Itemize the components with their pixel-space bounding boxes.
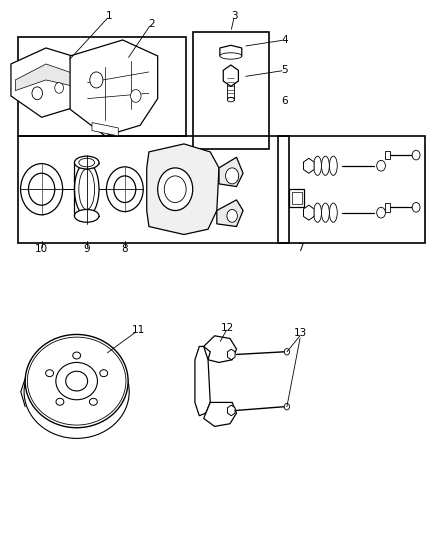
Ellipse shape [89, 398, 97, 405]
Text: 11: 11 [131, 326, 145, 335]
Ellipse shape [25, 335, 128, 427]
Polygon shape [70, 40, 158, 136]
Polygon shape [195, 346, 210, 416]
Ellipse shape [74, 209, 99, 222]
Bar [385, 203, 390, 212]
Polygon shape [227, 405, 235, 416]
Circle shape [131, 90, 141, 102]
Ellipse shape [314, 203, 321, 222]
Ellipse shape [220, 53, 242, 59]
Ellipse shape [24, 345, 129, 438]
Circle shape [377, 207, 385, 218]
Polygon shape [217, 200, 243, 227]
Ellipse shape [74, 156, 99, 169]
Polygon shape [220, 45, 242, 58]
Ellipse shape [79, 158, 95, 167]
Circle shape [158, 168, 193, 211]
Bar [292, 192, 302, 204]
Circle shape [106, 167, 143, 212]
Text: 8: 8 [121, 245, 128, 254]
Ellipse shape [314, 156, 321, 175]
Text: 9: 9 [83, 245, 90, 254]
Ellipse shape [66, 371, 88, 391]
Circle shape [284, 403, 290, 410]
Ellipse shape [227, 98, 234, 102]
Circle shape [164, 176, 186, 203]
Polygon shape [227, 349, 235, 360]
Ellipse shape [100, 370, 108, 377]
Polygon shape [304, 205, 314, 220]
Text: 12: 12 [221, 323, 234, 333]
Polygon shape [147, 144, 219, 235]
Bar [193, 32, 269, 149]
Ellipse shape [321, 203, 329, 222]
Circle shape [28, 173, 55, 205]
Text: 6: 6 [281, 96, 288, 106]
Text: 2: 2 [148, 19, 155, 29]
Bar [18, 136, 289, 243]
Circle shape [90, 72, 103, 88]
Ellipse shape [321, 156, 329, 175]
Text: 4: 4 [281, 35, 288, 45]
Ellipse shape [56, 362, 97, 400]
Ellipse shape [56, 398, 64, 405]
Bar [385, 151, 390, 159]
Polygon shape [304, 158, 314, 173]
Circle shape [377, 160, 385, 171]
Ellipse shape [74, 163, 99, 216]
Ellipse shape [73, 352, 81, 359]
Polygon shape [11, 48, 85, 117]
Ellipse shape [46, 370, 53, 377]
Polygon shape [92, 123, 118, 136]
Bar [18, 37, 186, 136]
Circle shape [284, 349, 290, 355]
Bar [278, 136, 425, 243]
Ellipse shape [79, 169, 95, 209]
Circle shape [21, 164, 63, 215]
Circle shape [412, 150, 420, 160]
Circle shape [32, 87, 42, 100]
Circle shape [114, 176, 136, 203]
Text: 10: 10 [35, 245, 48, 254]
Polygon shape [15, 64, 81, 91]
Bar [289, 189, 304, 207]
Text: 5: 5 [281, 66, 288, 75]
Circle shape [55, 83, 64, 93]
Polygon shape [223, 65, 238, 86]
Polygon shape [204, 402, 237, 426]
Text: 1: 1 [106, 11, 113, 21]
Circle shape [226, 168, 239, 184]
Ellipse shape [329, 203, 337, 222]
Polygon shape [204, 336, 237, 362]
Ellipse shape [329, 156, 337, 175]
Text: 3: 3 [231, 11, 238, 21]
Bar [227, 76, 234, 100]
Circle shape [227, 209, 237, 222]
Text: 7: 7 [297, 243, 304, 253]
Circle shape [412, 203, 420, 212]
Polygon shape [219, 157, 243, 187]
Text: 13: 13 [293, 328, 307, 338]
